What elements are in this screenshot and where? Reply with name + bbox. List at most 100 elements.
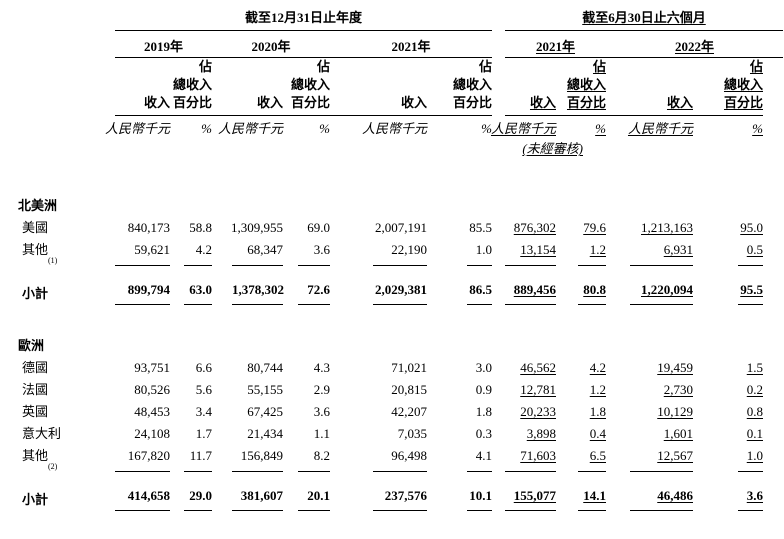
- column-header: 佔: [316, 59, 330, 74]
- revenue-value-cell: 840,173: [115, 217, 170, 239]
- percent-value-cell: 1.0: [693, 445, 763, 467]
- value-text: 5.6: [195, 382, 212, 397]
- percent-value-cell: 8.2: [283, 445, 330, 467]
- value-text: 1.8: [589, 404, 606, 419]
- column-header: 總收入: [693, 76, 763, 94]
- unit-percent-label: %: [693, 121, 763, 137]
- value-text: 86.5: [469, 282, 492, 297]
- item-row: 英國 48,453 3.4 67,425 3.6 42,207 1.8 20,233 1.8 10…: [18, 401, 763, 423]
- unit-rmb-label: 人民幣千元: [606, 121, 693, 137]
- rule-cell: [212, 471, 283, 473]
- revenue-value-cell: 899,794: [115, 279, 170, 305]
- column-rule: [578, 471, 606, 472]
- row-label: 法國: [18, 379, 115, 401]
- unaudited-note: (未經審核): [505, 141, 583, 157]
- value-text: 72.6: [307, 282, 330, 297]
- subtotal-underline: 72.6: [298, 279, 330, 305]
- column-header: 佔: [693, 58, 763, 76]
- rule-cell: [693, 265, 763, 267]
- rule-cell: [606, 471, 693, 473]
- subtotal-underline: 3.6: [738, 485, 763, 511]
- row-label-text: 法國: [22, 382, 49, 397]
- value-text: 0.2: [746, 382, 763, 397]
- value-text: 95.0: [740, 220, 763, 235]
- revenue-value-cell: 55,155: [212, 379, 283, 401]
- year-label-2021: 2021年: [330, 38, 492, 58]
- value-text: 59,621: [134, 242, 170, 257]
- column-header-text: 總收入: [566, 77, 606, 92]
- unit-percent-label: %: [319, 121, 330, 136]
- percent-value-cell: 0.5: [693, 239, 763, 261]
- column-rules-row: [18, 265, 763, 267]
- row-label-text: 小計: [22, 286, 49, 301]
- value-text: 840,173: [127, 220, 170, 235]
- revenue-value-cell: 414,658: [115, 485, 170, 511]
- revenue-value-cell: 80,526: [115, 379, 170, 401]
- row-label-text: 意大利: [22, 426, 62, 441]
- percent-value-cell: 1.8: [556, 401, 606, 423]
- item-row: 其他 (2) 167,820 11.7 156,849 8.2 96,498 4.1 71,60…: [18, 445, 763, 471]
- year-text: 2021年: [535, 39, 575, 54]
- subtotal-underline: 46,486: [630, 485, 693, 511]
- percent-value-cell: 29.0: [170, 485, 212, 511]
- value-text: 1,213,163: [641, 220, 693, 235]
- unit-rmb-label: 人民幣千元: [491, 121, 556, 137]
- column-rule: [505, 265, 556, 266]
- item-row: 意大利 24,108 1.7 21,434 1.1 7,035 0.3 3,898 0.4 1,6…: [18, 423, 763, 445]
- percent-value-cell: 1.8: [427, 401, 492, 423]
- revenue-value-cell: 12,567: [606, 445, 693, 467]
- percent-value-cell: 3.6: [693, 485, 763, 511]
- value-text: 93,751: [134, 360, 170, 375]
- value-text: 3.6: [746, 488, 763, 503]
- subtotal-underline: 14.1: [578, 485, 606, 511]
- value-text: 1.5: [746, 360, 763, 375]
- subtotal-underline: 889,456: [505, 279, 556, 305]
- unaudited-row: (未經審核): [18, 141, 763, 157]
- column-rule: [298, 471, 330, 472]
- value-text: 20.1: [307, 488, 330, 503]
- column-rule: [630, 265, 693, 266]
- item-row: 美國 840,173 58.8 1,309,955 69.0 2,007,191 85.5 8…: [18, 217, 763, 239]
- subtotal-underline: 10.1: [467, 485, 492, 511]
- value-text: 11.7: [189, 448, 212, 463]
- value-text: 68,347: [247, 242, 283, 257]
- subtotal-row: 小計 414,658 29.0 381,607 20.1 237,576 10.1 155,0…: [18, 485, 763, 511]
- column-header: 總收入: [556, 76, 606, 94]
- value-text: 80.8: [583, 282, 606, 297]
- revenue-value-cell: 167,820: [115, 445, 170, 467]
- value-text: 414,658: [127, 488, 170, 503]
- percent-value-cell: 3.6: [283, 239, 330, 261]
- unit-percent-label: %: [481, 121, 492, 136]
- row-label-text: 小計: [22, 492, 49, 507]
- value-text: 4.1: [475, 448, 492, 463]
- unit-text: 人民幣千元: [490, 121, 556, 136]
- value-text: 0.8: [746, 404, 763, 419]
- column-rule: [184, 265, 212, 266]
- percent-value-cell: 1.1: [283, 423, 330, 445]
- percent-value-cell: 4.3: [283, 357, 330, 379]
- revenue-value-cell: 46,562: [505, 357, 556, 379]
- section-title-row: 截至12月31日止年度 截至6月30日止六個月: [18, 8, 783, 31]
- subtotal-underline: 95.5: [738, 279, 763, 305]
- column-header-text: 佔: [592, 59, 606, 74]
- value-text: 876,302: [513, 220, 556, 235]
- column-header: 總收入: [290, 77, 330, 92]
- percent-value-cell: 3.0: [427, 357, 492, 379]
- revenue-value-cell: 155,077: [505, 485, 556, 511]
- rule-cell: [556, 471, 606, 473]
- region-row: 北美洲: [18, 195, 763, 217]
- value-text: 1.0: [475, 242, 492, 257]
- revenue-value-cell: 2,730: [606, 379, 693, 401]
- column-rule: [373, 265, 427, 266]
- unit-text: %: [595, 121, 606, 136]
- column-header-text: 收入: [666, 95, 693, 110]
- revenue-value-cell: 13,154: [505, 239, 556, 261]
- rule-cell: [427, 471, 492, 473]
- value-text: 3.0: [475, 360, 492, 375]
- revenue-value-cell: 68,347: [212, 239, 283, 261]
- rule-cell: [330, 471, 427, 473]
- rule-cell: [115, 471, 170, 473]
- value-text: 1.2: [589, 242, 606, 257]
- percent-value-cell: 2.9: [283, 379, 330, 401]
- percent-column-header: 百分比: [283, 94, 330, 116]
